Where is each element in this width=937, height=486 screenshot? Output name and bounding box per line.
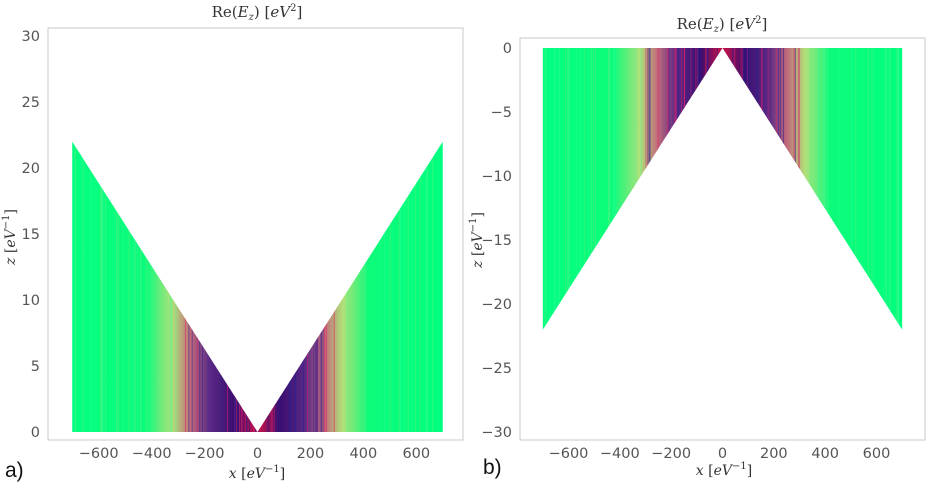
y-tick-label: −15 bbox=[481, 233, 512, 249]
y-tick-label: 0 bbox=[31, 425, 40, 441]
x-axis-label: x [eV−1] bbox=[696, 461, 752, 479]
panel-label-a: a) bbox=[5, 459, 24, 482]
y-tick-label: −5 bbox=[491, 105, 512, 121]
x-axis-label: x [eV−1] bbox=[229, 464, 285, 482]
field-region bbox=[542, 48, 903, 330]
chart-title: Re(Ez) [eV2] bbox=[677, 15, 768, 35]
y-tick-label: −20 bbox=[481, 297, 512, 313]
y-tick-label: −10 bbox=[481, 169, 512, 185]
y-tick-label: −25 bbox=[481, 361, 512, 377]
plot-frame bbox=[519, 37, 926, 441]
y-tick-label: 15 bbox=[22, 227, 40, 243]
x-tick-label: −200 bbox=[185, 446, 225, 462]
panel-b: Re(Ez) [eV2] −600 −400 −200 0 200 400 600 0 −5 −1… bbox=[468, 15, 926, 479]
y-tick-label: 20 bbox=[22, 161, 40, 177]
x-tick-label: −600 bbox=[79, 446, 119, 462]
field-area bbox=[542, 48, 903, 330]
field-area bbox=[72, 141, 443, 432]
field-region bbox=[72, 141, 443, 432]
panel-label-b: b) bbox=[483, 456, 502, 479]
y-tick-label: −30 bbox=[481, 425, 512, 441]
x-tick-label: −400 bbox=[600, 446, 640, 462]
y-axis-label: z [eV−1] bbox=[468, 212, 486, 269]
x-tick-label: 400 bbox=[350, 446, 378, 462]
plot-frame bbox=[47, 27, 464, 441]
y-tick-label: 0 bbox=[503, 41, 512, 57]
x-tick-label: 600 bbox=[863, 446, 891, 462]
panel-a: Re(Ez) [eV2] −600 −400 −200 0 200 400 600 0 5 10 1… bbox=[1, 3, 464, 482]
chart-title: Re(Ez) [eV2] bbox=[212, 3, 303, 23]
x-tick-label: 200 bbox=[760, 446, 788, 462]
x-tick-label: −600 bbox=[549, 446, 589, 462]
y-tick-label: 10 bbox=[22, 293, 40, 309]
y-axis-label: z [eV−1] bbox=[1, 209, 19, 266]
y-tick-label: 25 bbox=[22, 95, 40, 111]
y-tick-label: 30 bbox=[22, 29, 40, 45]
tick-labels: −600 −400 −200 0 200 400 600 0 5 10 15 20 25 30 bbox=[22, 29, 431, 462]
x-tick-label: 200 bbox=[297, 446, 325, 462]
tick-labels: −600 −400 −200 0 200 400 600 0 −5 −10 −15 −20 −25 −30 bbox=[481, 41, 890, 462]
x-tick-label: 600 bbox=[402, 446, 430, 462]
x-tick-label: −400 bbox=[132, 446, 172, 462]
y-tick-label: 5 bbox=[31, 359, 40, 375]
x-tick-label: 0 bbox=[253, 446, 262, 462]
x-tick-label: 400 bbox=[811, 446, 839, 462]
x-tick-label: −200 bbox=[651, 446, 691, 462]
x-tick-label: 0 bbox=[718, 446, 727, 462]
